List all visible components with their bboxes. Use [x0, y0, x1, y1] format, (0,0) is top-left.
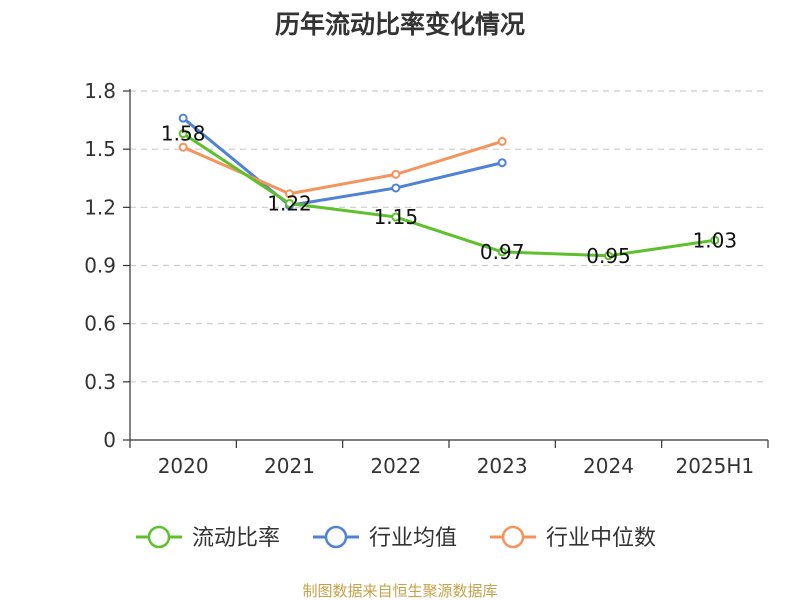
data-label: 0.97 [480, 240, 525, 264]
y-tick-label: 0.9 [84, 254, 116, 278]
series-point-1 [178, 113, 188, 123]
data-label: 1.03 [693, 228, 738, 252]
data-label: 1.22 [267, 191, 312, 215]
legend: 流动比率 行业均值 行业中位数 [136, 525, 656, 551]
y-tick-label: 0 [103, 428, 116, 452]
series-group [178, 113, 720, 261]
y-tick-label: 1.5 [84, 137, 116, 161]
series-point-0 [285, 198, 294, 208]
legend-label: 流动比率 [192, 526, 280, 551]
axes: 0 0.3 0.6 0.9 1.2 1.5 1.8 2020 2021 2022 2023 2024 2… [84, 79, 769, 478]
series-point-0 [604, 251, 613, 261]
x-tick-label: 2021 [264, 454, 315, 478]
series-point-2 [497, 136, 507, 146]
y-tick-label: 0.6 [84, 312, 116, 336]
x-tick-label: 2022 [370, 454, 421, 478]
data-label: 0.95 [586, 244, 631, 268]
legend-label: 行业中位数 [546, 526, 656, 551]
chart-title: 历年流动比率变化情况 [275, 10, 525, 39]
legend-swatch-marker [324, 525, 348, 549]
x-tick-label: 2020 [158, 454, 209, 478]
series-point-2 [178, 142, 188, 152]
series-line-1 [182, 116, 503, 207]
data-label: 1.58 [161, 122, 206, 146]
y-tick-label: 1.8 [84, 79, 116, 103]
series-point-2 [285, 189, 294, 199]
x-tick-label: 2023 [477, 454, 528, 478]
legend-swatch-marker [147, 525, 171, 549]
data-labels: 1.58 1.22 1.15 0.97 0.95 1.03 [161, 122, 737, 268]
series-point-2 [391, 169, 401, 179]
series-point-1 [391, 183, 401, 193]
source-note: 制图数据来自恒生聚源数据库 [302, 582, 497, 600]
legend-swatch-marker [501, 525, 525, 549]
series-line-0 [182, 132, 716, 258]
series-point-0 [178, 129, 188, 139]
y-tick-label: 1.2 [84, 195, 116, 219]
data-label: 1.15 [374, 205, 419, 229]
series-point-0 [497, 247, 507, 257]
series-point-1 [497, 158, 507, 168]
grid-lines [130, 90, 768, 383]
series-point-0 [710, 235, 720, 245]
legend-label: 行业均值 [369, 526, 457, 551]
series-line-2 [182, 139, 503, 196]
x-tick-label: 2025H1 [675, 454, 754, 478]
series-point-0 [391, 212, 401, 222]
x-tick-label: 2024 [583, 454, 634, 478]
y-tick-label: 0.3 [84, 370, 116, 394]
